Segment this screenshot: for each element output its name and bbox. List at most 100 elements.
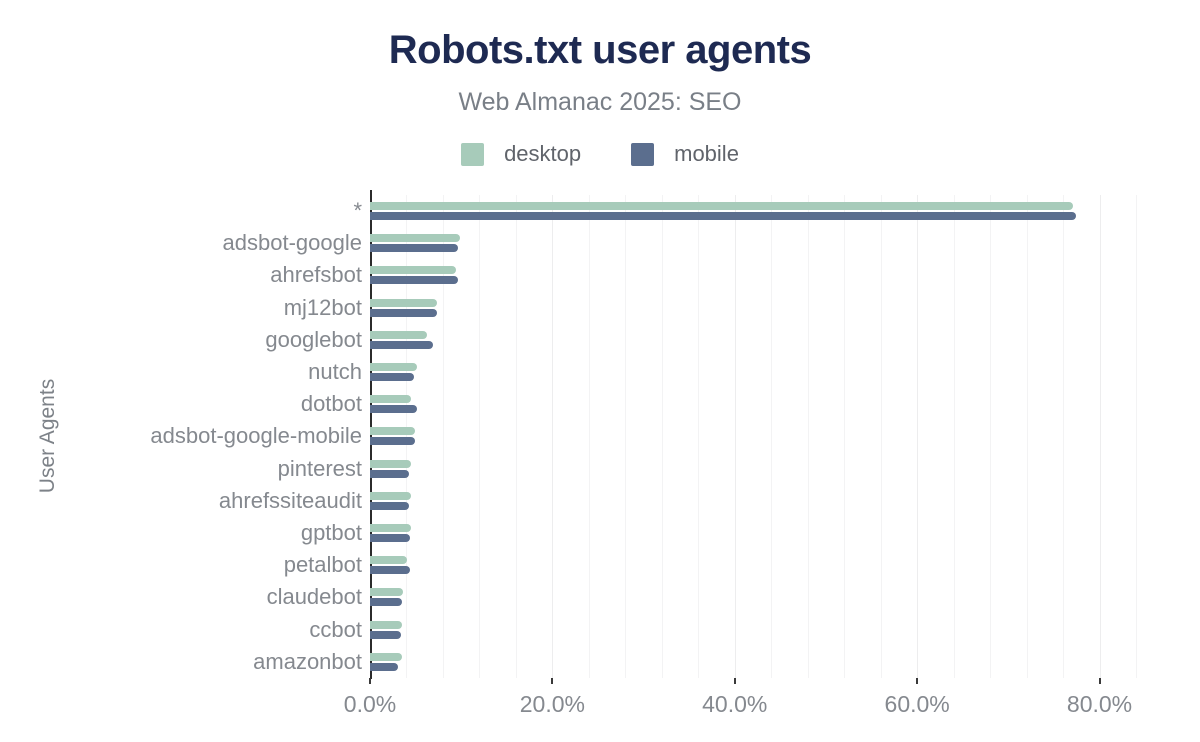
gridline-32 (661, 195, 663, 678)
category-labels: * adsbot-google ahrefsbot mj12bot googlebot n… (0, 195, 362, 678)
gridline-20 (552, 195, 554, 678)
bar-mobile-nutch[interactable] (370, 373, 414, 382)
bar-desktop-petalbot[interactable] (370, 556, 408, 565)
chart-title: Robots.txt user agents (388, 28, 812, 72)
category-label-adsbot-google: adsbot-google (222, 230, 362, 256)
bar-row-ahrefsbot (370, 259, 1136, 291)
bar-desktop-adsbot-google-mobile[interactable] (370, 427, 415, 436)
bar-mobile-ahrefsbot[interactable] (370, 276, 458, 285)
x-tick-mark-80 (1098, 678, 1101, 684)
bar-row-googlebot (370, 324, 1136, 356)
category-label-ahrefssiteaudit: ahrefssiteaudit (218, 487, 362, 513)
category-label-ahrefsbot: ahrefsbot (270, 262, 362, 288)
bar-mobile-gptbot[interactable] (370, 533, 411, 542)
gridline-4 (406, 195, 408, 678)
gridline-12 (479, 195, 481, 678)
legend-item-desktop: desktop (461, 141, 581, 167)
category-label-mj12bot: mj12bot (283, 294, 362, 320)
gridline-84 (1136, 195, 1137, 678)
bar-desktop-ccbot[interactable] (370, 620, 402, 629)
gridline-24 (588, 195, 590, 678)
gridline-44 (771, 195, 773, 678)
x-tick-label-20: 20.0% (519, 691, 585, 717)
category-label-petalbot: petalbot (283, 552, 362, 578)
category-label-adsbot-google-mobile: adsbot-google-mobile (150, 423, 362, 449)
x-tick-mark-20 (551, 678, 554, 684)
bar-mobile-petalbot[interactable] (370, 566, 411, 575)
bar-row-adsbot-google (370, 227, 1136, 259)
bar-mobile-adsbot-google-mobile[interactable] (370, 437, 415, 446)
x-tick-label-60: 60.0% (884, 691, 950, 717)
bar-row-mj12bot (370, 292, 1136, 324)
bar-desktop-dotbot[interactable] (370, 395, 412, 404)
gridline-8 (442, 195, 444, 678)
legend-swatch-mobile (631, 142, 655, 166)
bar-row-adsbot-google-mobile (370, 420, 1136, 452)
bar-desktop-gptbot[interactable] (370, 523, 412, 532)
bar-row-claudebot (370, 581, 1136, 613)
bar-mobile-ahrefssiteaudit[interactable] (370, 501, 410, 510)
bar-desktop-*[interactable] (370, 202, 1074, 211)
category-label-ccbot: ccbot (309, 616, 362, 642)
bar-row-gptbot (370, 517, 1136, 549)
bar-row-nutch (370, 356, 1136, 388)
gridline-60 (917, 195, 919, 678)
bar-mobile-mj12bot[interactable] (370, 308, 437, 317)
legend-swatch-desktop (461, 142, 485, 166)
bar-mobile-*[interactable] (370, 212, 1076, 221)
bar-row-dotbot (370, 388, 1136, 420)
category-label-nutch: nutch (308, 359, 362, 385)
bar-desktop-ahrefsbot[interactable] (370, 266, 456, 275)
category-label-pinterest: pinterest (277, 455, 362, 481)
gridline-72 (1026, 195, 1028, 678)
plot-area: 0.0% 20.0% 40.0% 60.0% 80.0% (344, 190, 1137, 717)
gridline-80 (1099, 195, 1101, 678)
bar-desktop-adsbot-google[interactable] (370, 234, 461, 243)
legend-item-mobile: mobile (631, 141, 739, 167)
bar-mobile-amazonbot[interactable] (370, 662, 399, 671)
gridline-28 (625, 195, 627, 678)
bar-mobile-claudebot[interactable] (370, 598, 402, 607)
bar-row-pinterest (370, 453, 1136, 485)
bar-mobile-dotbot[interactable] (370, 405, 417, 414)
gridline-64 (953, 195, 955, 678)
x-tick-label-40: 40.0% (702, 691, 768, 717)
bar-row-petalbot (370, 549, 1136, 581)
category-label-googlebot: googlebot (265, 326, 362, 352)
legend: desktop mobile (0, 141, 1200, 167)
bar-desktop-nutch[interactable] (370, 363, 417, 372)
chart-subtitle: Web Almanac 2025: SEO (458, 88, 742, 116)
x-tick-label-0: 0.0% (343, 691, 397, 717)
bar-desktop-ahrefssiteaudit[interactable] (370, 491, 412, 500)
legend-label-desktop: desktop (504, 141, 582, 166)
gridline-40 (734, 195, 736, 678)
category-label-amazonbot: amazonbot (253, 648, 362, 674)
gridline-48 (807, 195, 809, 678)
x-tick-mark-60 (916, 678, 919, 684)
legend-label-mobile: mobile (674, 141, 739, 166)
gridline-68 (990, 195, 992, 678)
bar-desktop-mj12bot[interactable] (370, 298, 438, 307)
bar-mobile-adsbot-google[interactable] (370, 244, 459, 253)
gridline-36 (698, 195, 700, 678)
x-tick-label-80: 80.0% (1066, 691, 1133, 717)
x-tick-mark-0 (369, 678, 371, 684)
bar-desktop-amazonbot[interactable] (370, 652, 402, 661)
bar-row-* (370, 195, 1136, 227)
gridline-76 (1063, 195, 1065, 678)
category-label-dotbot: dotbot (300, 391, 362, 417)
bar-desktop-claudebot[interactable] (370, 588, 403, 597)
bar-row-amazonbot (370, 646, 1136, 678)
gridline-16 (515, 195, 517, 678)
bar-mobile-ccbot[interactable] (370, 630, 401, 639)
bar-desktop-googlebot[interactable] (370, 330, 428, 339)
category-label-claudebot: claudebot (266, 584, 362, 610)
bar-mobile-pinterest[interactable] (370, 469, 410, 478)
category-label-gptbot: gptbot (300, 519, 362, 545)
gridline-52 (844, 195, 846, 678)
bar-mobile-googlebot[interactable] (370, 340, 433, 349)
bar-row-ccbot (370, 613, 1136, 645)
bar-desktop-pinterest[interactable] (370, 459, 412, 468)
x-tick-mark-40 (733, 678, 736, 684)
